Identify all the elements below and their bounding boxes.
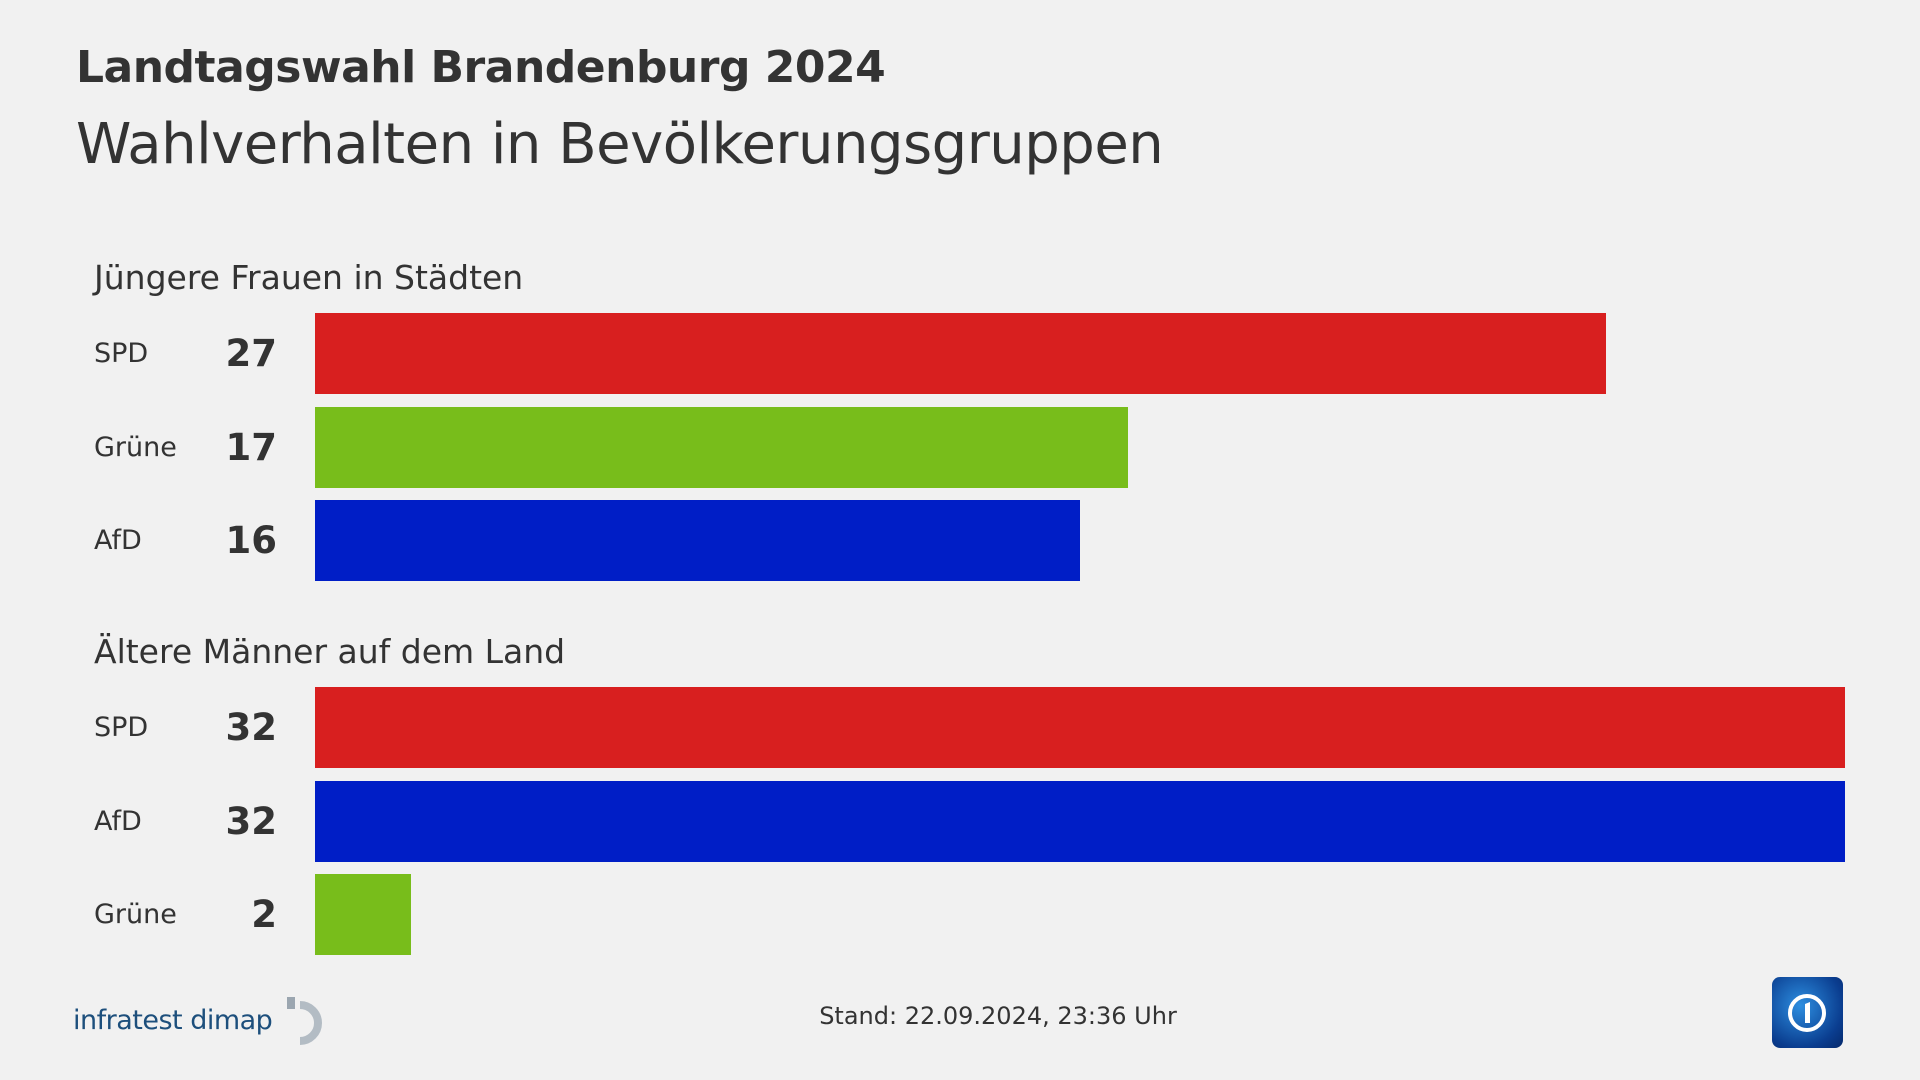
bar-row: SPD 32	[0, 687, 1920, 768]
chart-title: Landtagswahl Brandenburg 2024	[76, 42, 886, 93]
ard-logo-icon	[1772, 977, 1843, 1048]
value-label: 27	[225, 332, 278, 375]
party-label: Grüne	[94, 899, 177, 930]
chart-subtitle: Wahlverhalten in Bevölkerungsgruppen	[76, 112, 1164, 177]
group-label: Ältere Männer auf dem Land	[94, 632, 566, 671]
party-label: SPD	[94, 338, 149, 369]
party-label: Grüne	[94, 431, 177, 463]
party-label: AfD	[94, 805, 142, 837]
bar-row: AfD 32	[0, 780, 1920, 862]
value-label: 16	[225, 519, 278, 562]
value-label: 32	[225, 799, 278, 843]
bar-row: Grüne 2	[0, 874, 1920, 955]
bar-grüne	[315, 874, 411, 955]
party-label: AfD	[94, 525, 142, 556]
value-label: 2	[251, 893, 277, 936]
bar-grüne	[315, 406, 1128, 488]
bar-spd	[315, 313, 1606, 394]
value-label: 17	[225, 425, 278, 469]
bar-afd	[315, 500, 1080, 581]
source-label: infratest dimap	[73, 1004, 273, 1036]
bar-afd	[315, 780, 1845, 862]
bar-row: Grüne 17	[0, 406, 1920, 488]
party-label: SPD	[94, 712, 149, 743]
bar-spd	[315, 687, 1845, 768]
group-label: Jüngere Frauen in Städten	[94, 258, 524, 297]
bar-row: SPD 27	[0, 313, 1920, 394]
infratest-dimap-logo: infratest dimap	[73, 995, 330, 1045]
timestamp: Stand: 22.09.2024, 23:36 Uhr	[819, 1002, 1177, 1030]
infratest-logo-icon	[287, 997, 323, 1045]
bar-row: AfD 16	[0, 500, 1920, 581]
value-label: 32	[225, 706, 278, 749]
